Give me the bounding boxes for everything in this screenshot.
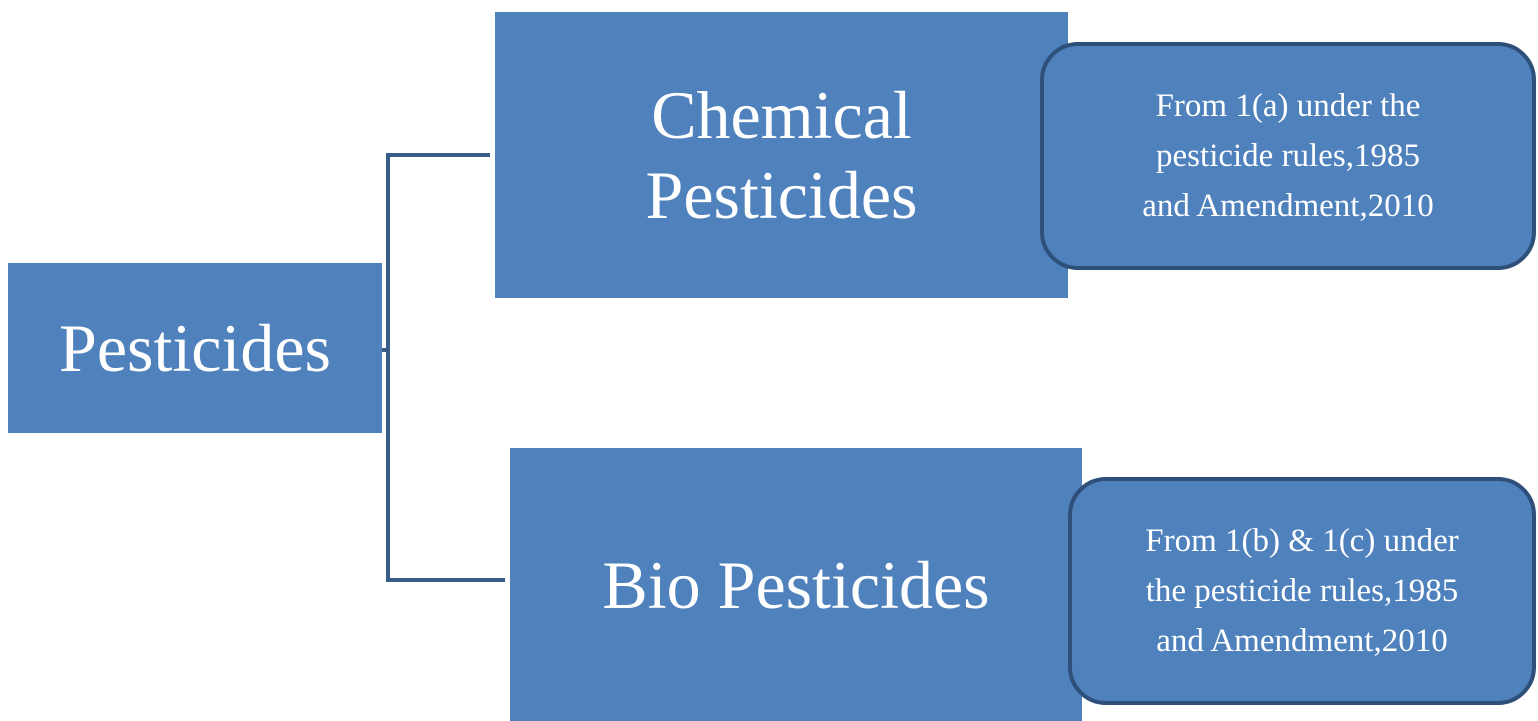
node-text: From 1(a) under the <box>1155 88 1421 124</box>
connector <box>386 153 505 582</box>
chemical-note: From 1(a) under the pesticide rules,1985 a… <box>1040 42 1536 270</box>
bio-note: From 1(b) & 1(c) under the pesticide rule… <box>1068 477 1536 705</box>
node-text: Pesticides <box>645 157 918 233</box>
node-text: From 1(b) & 1(c) under <box>1145 523 1459 559</box>
root-node: Pesticides <box>8 263 382 433</box>
chemical-node: Chemical Pesticides <box>495 12 1068 298</box>
node-text: Bio Pesticides <box>602 546 990 623</box>
node-text: Chemical <box>651 77 912 153</box>
node-text: the pesticide rules,1985 <box>1145 573 1459 609</box>
node-text: and Amendment,2010 <box>1156 623 1448 659</box>
node-text: and Amendment,2010 <box>1142 188 1434 224</box>
node-text: Pesticides <box>59 310 331 386</box>
bio-node: Bio Pesticides <box>510 448 1082 721</box>
node-text: pesticide rules,1985 <box>1156 138 1420 174</box>
